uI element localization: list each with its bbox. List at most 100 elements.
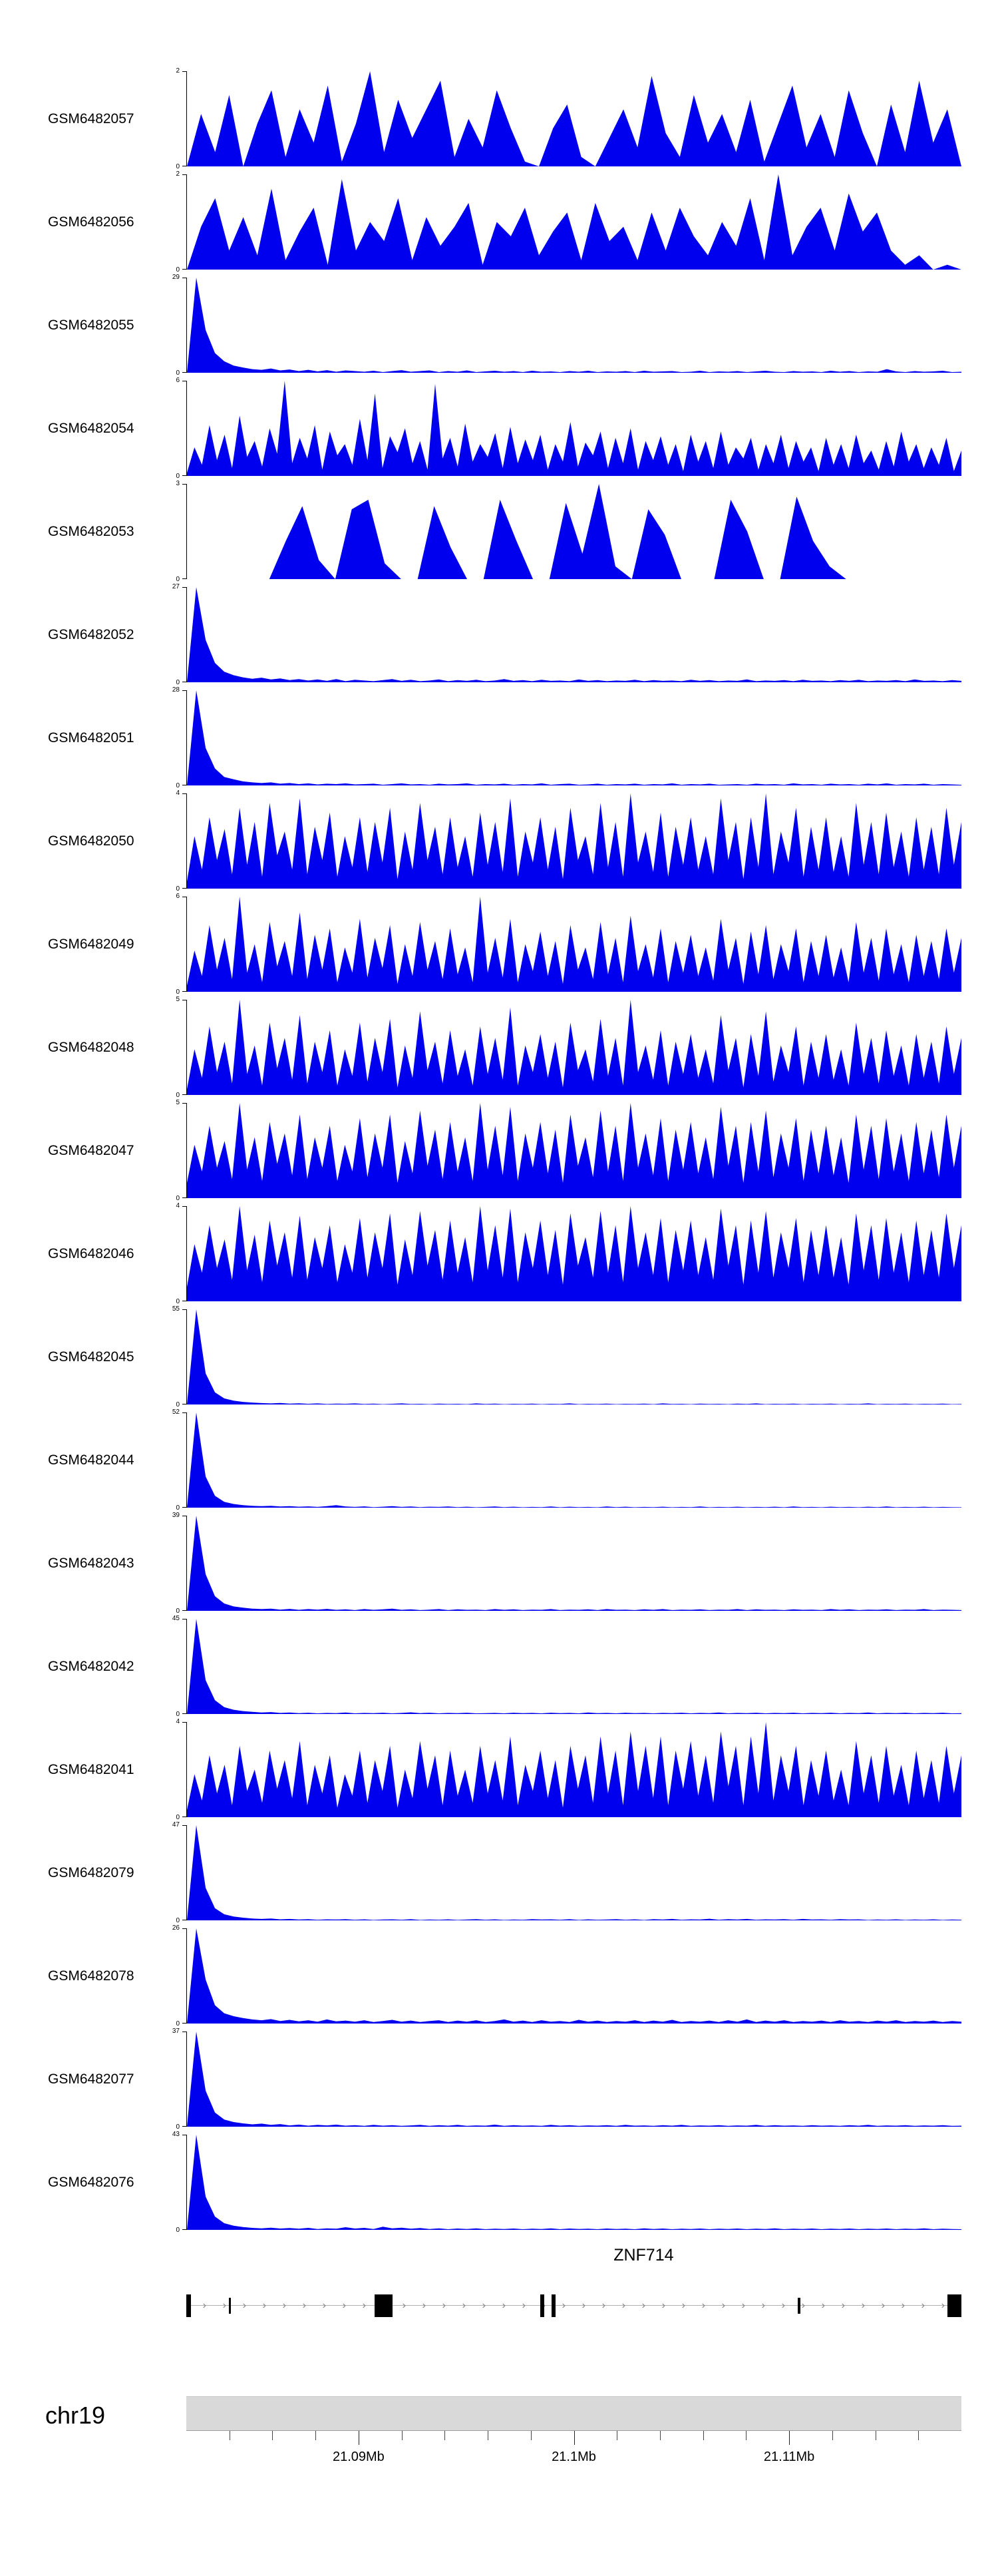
y-axis-max-label: 6: [176, 893, 180, 900]
track-label-column: GSM6482045 55 0: [0, 1305, 186, 1408]
track-plot-area: [186, 587, 961, 682]
track-label-column: GSM6482054 6 0: [0, 377, 186, 480]
y-axis-top-tick: [182, 1722, 186, 1723]
track-label-column: GSM6482078 26 0: [0, 1924, 186, 2028]
exon-box: [552, 2294, 556, 2317]
track-label-column: GSM6482044 52 0: [0, 1408, 186, 1512]
y-axis-zero-label: 0: [176, 1298, 180, 1305]
strand-arrow-icon: ›: [921, 2300, 925, 2311]
track-sample-label: GSM6482076: [48, 2174, 134, 2190]
y-axis-bottom-tick: [182, 1197, 186, 1198]
ruler-minor-tick: [918, 2431, 919, 2440]
y-axis-top-tick: [182, 1928, 186, 1929]
track-sample-label: GSM6482053: [48, 523, 134, 539]
track-label-column: GSM6482053 3 0: [0, 480, 186, 583]
strand-arrow-icon: ›: [621, 2300, 625, 2311]
strand-arrow-icon: ›: [362, 2300, 366, 2311]
ruler-major-tick: [789, 2431, 790, 2445]
coverage-area-plot: [187, 1103, 961, 1198]
coverage-area-plot: [187, 1206, 961, 1301]
exon-box: [798, 2298, 800, 2314]
y-axis-zero-label: 0: [176, 163, 180, 170]
ruler-bar: [186, 2396, 961, 2431]
coverage-area-plot: [187, 2032, 961, 2127]
strand-arrow-icon: ›: [881, 2300, 885, 2311]
track-row-GSM6482042: GSM6482042 45 0: [0, 1615, 998, 1718]
y-axis-zero-label: 0: [176, 369, 180, 377]
y-axis-max-label: 37: [172, 2028, 180, 2035]
y-axis-bottom-tick: [182, 2023, 186, 2024]
y-axis-top-tick: [182, 587, 186, 588]
y-axis-zero-label: 0: [176, 988, 180, 996]
strand-arrow-icon: ›: [741, 2300, 745, 2311]
track-label-column: GSM6482042 45 0: [0, 1615, 186, 1718]
track-label-column: GSM6482043 39 0: [0, 1512, 186, 1615]
y-axis-max-label: 2: [176, 67, 180, 75]
track-sample-label: GSM6482052: [48, 626, 134, 642]
y-axis-top-tick: [182, 793, 186, 794]
track-row-GSM6482078: GSM6482078 26 0: [0, 1924, 998, 2028]
strand-arrow-icon: ›: [781, 2300, 785, 2311]
y-axis-zero-label: 0: [176, 2020, 180, 2028]
y-axis-top-tick: [182, 484, 186, 485]
strand-arrow-icon: ›: [282, 2300, 286, 2311]
y-axis-top-tick: [182, 1309, 186, 1310]
coverage-area-plot: [187, 897, 961, 992]
track-label-column: GSM6482077 37 0: [0, 2028, 186, 2131]
ruler-minor-tick: [832, 2431, 833, 2440]
track-plot-area: [186, 1825, 961, 1920]
coverage-area-plot: [187, 1619, 961, 1714]
y-axis-zero-label: 0: [176, 1917, 180, 1924]
strand-arrow-icon: ›: [462, 2300, 466, 2311]
y-axis-max-label: 55: [172, 1305, 180, 1313]
track-plot-area: [186, 71, 961, 166]
y-axis-max-label: 4: [176, 789, 180, 797]
strand-arrow-icon: ›: [202, 2300, 206, 2311]
y-axis-zero-label: 0: [176, 2227, 180, 2234]
strand-arrow-icon: ›: [522, 2300, 526, 2311]
exon-box: [186, 2294, 191, 2317]
y-axis-max-label: 27: [172, 583, 180, 590]
y-axis-top-tick: [182, 1412, 186, 1413]
strand-arrow-icon: ›: [242, 2300, 246, 2311]
y-axis-zero-label: 0: [176, 473, 180, 480]
strand-arrow-icon: ›: [821, 2300, 825, 2311]
track-plot-area: [186, 174, 961, 270]
y-axis-zero-label: 0: [176, 885, 180, 893]
track-row-GSM6482055: GSM6482055 29 0: [0, 274, 998, 377]
y-axis-zero-label: 0: [176, 1814, 180, 1821]
y-axis-max-label: 4: [176, 1718, 180, 1725]
y-axis-zero-label: 0: [176, 1195, 180, 1202]
y-axis-max-label: 6: [176, 377, 180, 384]
ruler-minor-tick: [703, 2431, 704, 2440]
strand-arrow-icon: ›: [841, 2300, 845, 2311]
track-row-GSM6482049: GSM6482049 6 0: [0, 893, 998, 996]
y-axis-zero-label: 0: [176, 1711, 180, 1718]
track-label-column: GSM6482056 2 0: [0, 170, 186, 274]
strand-arrow-icon: ›: [941, 2300, 945, 2311]
track-plot-area: [186, 1722, 961, 1817]
strand-arrows: ››››››››››››››››››››››››››››››››››››››: [186, 2292, 961, 2319]
track-plot-area: [186, 484, 961, 579]
strand-arrow-icon: ›: [681, 2300, 685, 2311]
track-sample-label: GSM6482044: [48, 1452, 134, 1468]
strand-arrow-icon: ›: [562, 2300, 566, 2311]
y-axis-bottom-tick: [182, 991, 186, 992]
y-axis-bottom-tick: [182, 578, 186, 579]
coverage-area-plot: [187, 1928, 961, 2024]
chromosome-ruler: chr19 21.09Mb 21.1Mb 21.11Mb: [0, 2396, 998, 2503]
track-row-GSM6482051: GSM6482051 28 0: [0, 686, 998, 789]
track-row-GSM6482056: GSM6482056 2 0: [0, 170, 998, 274]
y-axis-bottom-tick: [182, 1610, 186, 1611]
track-plot-area: [186, 1928, 961, 2024]
y-axis-zero-label: 0: [176, 1608, 180, 1615]
track-row-GSM6482044: GSM6482044 52 0: [0, 1408, 998, 1512]
exon-box: [540, 2294, 544, 2317]
track-plot-area: [186, 793, 961, 889]
ruler-minor-tick: [746, 2431, 747, 2440]
track-row-GSM6482057: GSM6482057 2 0: [0, 67, 998, 170]
track-plot-area: [186, 1103, 961, 1198]
y-axis-top-tick: [182, 690, 186, 691]
y-axis-zero-label: 0: [176, 266, 180, 274]
y-axis-bottom-tick: [182, 372, 186, 373]
